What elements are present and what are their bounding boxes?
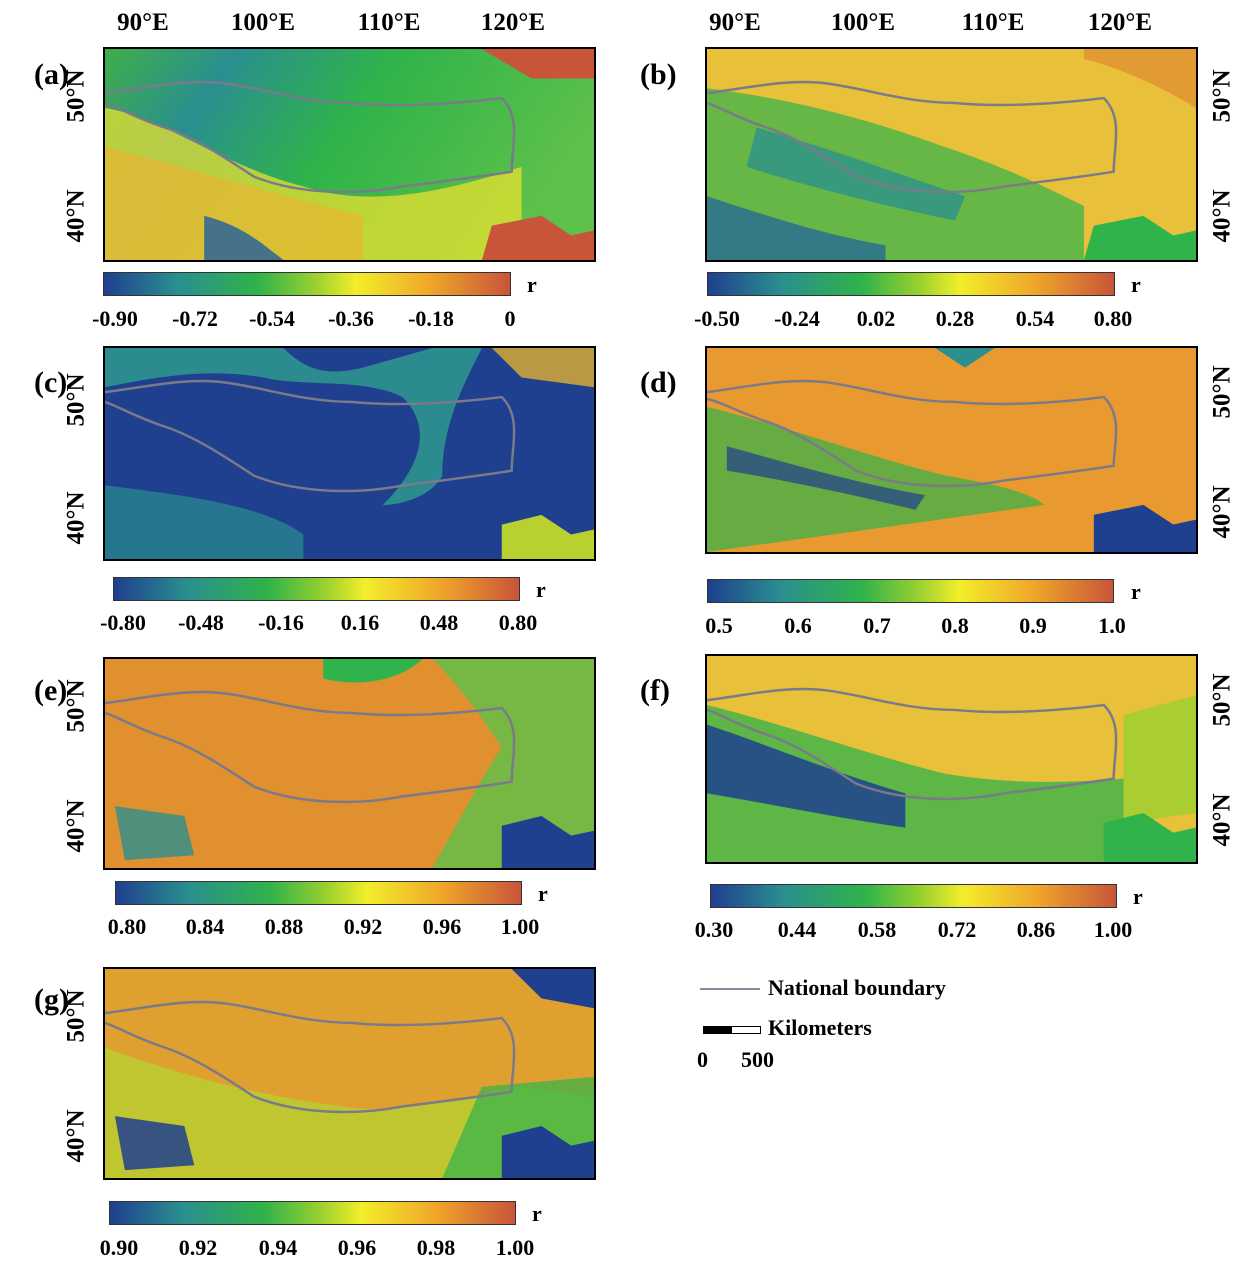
- colorbar-tick-f-4: 0.86: [1016, 917, 1056, 942]
- lat-label-50n-a: 50°N: [62, 69, 90, 123]
- colorbar-tick-d-3: 0.8: [941, 613, 969, 638]
- colorbar-tick-e-5: 1.00: [500, 914, 540, 939]
- lon-label-110e-right: 110°E: [961, 9, 1025, 36]
- panel-label-g: (g): [34, 983, 69, 1016]
- lat-label-40n-f: 40°N: [1208, 793, 1236, 847]
- map-panel-a: [103, 47, 596, 262]
- map-panel-d: [705, 346, 1198, 554]
- colorbar-tick-c-5: 0.80: [498, 610, 538, 635]
- colorbar-tick-c-0: -0.80: [100, 610, 146, 635]
- panel-label-b: (b): [640, 58, 677, 91]
- colorbar-label-d: r: [1131, 579, 1141, 604]
- lat-label-50n-d: 50°N: [1208, 365, 1236, 419]
- colorbar-tick-c-3: 0.16: [340, 610, 380, 635]
- lon-label-120e-right: 120°E: [1087, 9, 1153, 36]
- map-panel-b: [705, 47, 1198, 262]
- colorbar-label-f: r: [1133, 884, 1143, 909]
- colorbar-tick-a-3: -0.36: [328, 306, 374, 331]
- colorbar-tick-f-3: 0.72: [937, 917, 977, 942]
- colorbar-tick-e-4: 0.96: [422, 914, 462, 939]
- colorbar-label-e: r: [538, 881, 548, 906]
- map-panel-c: [103, 346, 596, 561]
- colorbar-tick-e-3: 0.92: [343, 914, 383, 939]
- colorbar-f: [710, 884, 1117, 908]
- lat-label-50n-c: 50°N: [62, 373, 90, 427]
- colorbar-tick-c-1: -0.48: [178, 610, 224, 635]
- lat-label-40n-a: 40°N: [62, 189, 90, 243]
- colorbar-c: [113, 577, 520, 601]
- colorbar-tick-d-5: 1.0: [1098, 613, 1126, 638]
- colorbar-tick-g-1: 0.92: [178, 1235, 218, 1260]
- colorbar-tick-d-4: 0.9: [1019, 613, 1047, 638]
- panel-label-f: (f): [640, 674, 670, 707]
- lon-label-110e-left: 110°E: [357, 9, 421, 36]
- panel-label-a: (a): [34, 58, 69, 91]
- colorbar-tick-b-5: 0.80: [1093, 306, 1133, 331]
- colorbar-e: [115, 881, 522, 905]
- colorbar-tick-a-5: 0: [504, 306, 516, 331]
- colorbar-tick-d-2: 0.7: [863, 613, 891, 638]
- map-panel-e: [103, 657, 596, 870]
- colorbar-tick-f-1: 0.44: [777, 917, 817, 942]
- colorbar-tick-b-2: 0.02: [856, 306, 896, 331]
- legend-scale-end: 500: [741, 1047, 774, 1072]
- colorbar-tick-d-0: 0.5: [705, 613, 733, 638]
- map-panel-g: [103, 967, 596, 1180]
- colorbar-tick-f-0: 0.30: [694, 917, 734, 942]
- colorbar-tick-a-0: -0.90: [92, 306, 138, 331]
- colorbar-label-c: r: [536, 577, 546, 602]
- colorbar-tick-a-1: -0.72: [172, 306, 218, 331]
- colorbar-a: [103, 272, 511, 296]
- colorbar-label-b: r: [1131, 272, 1141, 297]
- colorbar-tick-b-4: 0.54: [1015, 306, 1055, 331]
- colorbar-tick-d-1: 0.6: [784, 613, 812, 638]
- lat-label-40n-c: 40°N: [62, 491, 90, 545]
- panel-label-d: (d): [640, 366, 677, 399]
- colorbar-g: [109, 1201, 516, 1225]
- colorbar-tick-b-3: 0.28: [935, 306, 975, 331]
- colorbar-tick-a-4: -0.18: [408, 306, 454, 331]
- colorbar-tick-b-1: -0.24: [774, 306, 820, 331]
- colorbar-tick-f-2: 0.58: [857, 917, 897, 942]
- colorbar-tick-g-0: 0.90: [99, 1235, 139, 1260]
- colorbar-tick-g-3: 0.96: [337, 1235, 377, 1260]
- legend-scale-bar: [703, 1026, 761, 1034]
- colorbar-tick-f-5: 1.00: [1093, 917, 1133, 942]
- lon-label-90e-left: 90°E: [117, 9, 169, 36]
- colorbar-tick-e-2: 0.88: [264, 914, 304, 939]
- lon-label-100e-right: 100°E: [830, 9, 896, 36]
- lat-label-50n-b: 50°N: [1208, 69, 1236, 123]
- lon-label-120e-left: 120°E: [480, 9, 546, 36]
- colorbar-tick-b-0: -0.50: [694, 306, 740, 331]
- colorbar-d: [707, 579, 1114, 603]
- lon-label-100e-left: 100°E: [230, 9, 296, 36]
- legend-boundary-label: National boundary: [768, 975, 946, 1000]
- lat-label-50n-e: 50°N: [62, 679, 90, 733]
- colorbar-b: [707, 272, 1115, 296]
- colorbar-tick-a-2: -0.54: [249, 306, 295, 331]
- lat-label-40n-d: 40°N: [1208, 485, 1236, 539]
- map-panel-f: [705, 654, 1198, 864]
- colorbar-tick-c-2: -0.16: [258, 610, 304, 635]
- colorbar-label-a: r: [527, 272, 537, 297]
- legend-scale-start: 0: [697, 1047, 708, 1072]
- colorbar-label-g: r: [532, 1201, 542, 1226]
- lat-label-50n-f: 50°N: [1208, 673, 1236, 727]
- legend-scale-label: Kilometers: [768, 1015, 872, 1040]
- lon-label-90e-right: 90°E: [709, 9, 761, 36]
- lat-label-40n-b: 40°N: [1208, 189, 1236, 243]
- colorbar-tick-g-5: 1.00: [495, 1235, 535, 1260]
- colorbar-tick-e-1: 0.84: [185, 914, 225, 939]
- panel-label-e: (e): [34, 674, 68, 707]
- colorbar-tick-c-4: 0.48: [419, 610, 459, 635]
- colorbar-tick-g-4: 0.98: [416, 1235, 456, 1260]
- legend-boundary-line: [700, 988, 760, 990]
- lat-label-40n-e: 40°N: [62, 799, 90, 853]
- colorbar-tick-e-0: 0.80: [107, 914, 147, 939]
- colorbar-tick-g-2: 0.94: [258, 1235, 298, 1260]
- lat-label-40n-g: 40°N: [62, 1109, 90, 1163]
- lat-label-50n-g: 50°N: [62, 989, 90, 1043]
- panel-label-c: (c): [34, 366, 68, 399]
